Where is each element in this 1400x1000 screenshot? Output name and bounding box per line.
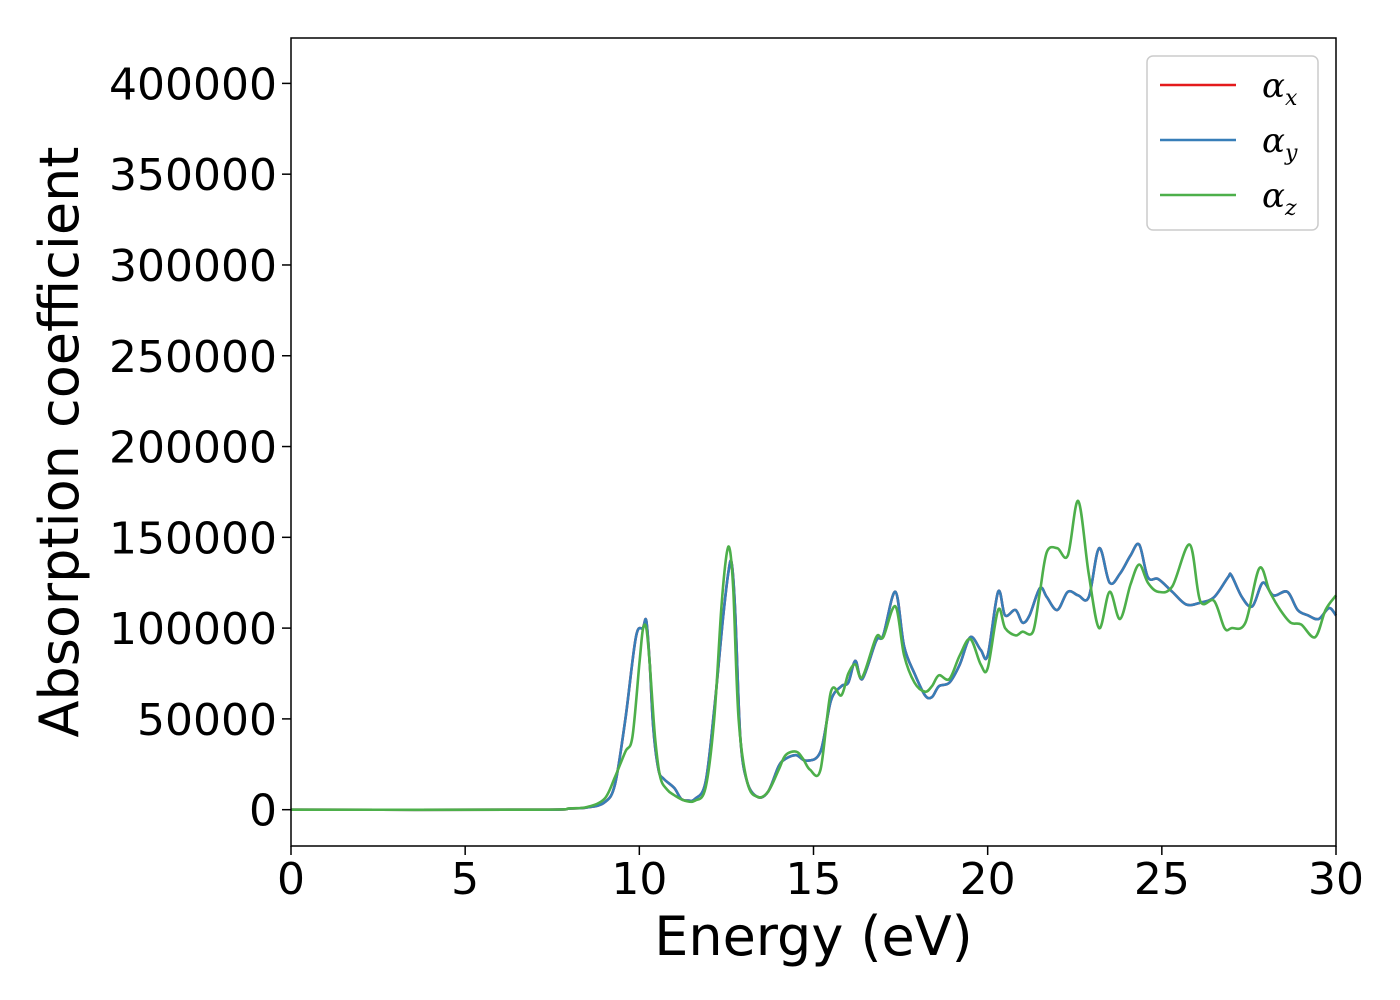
x-tick-label: 10 (611, 854, 667, 905)
y-tick-label: 100000 (109, 604, 277, 655)
y-tick-label: 150000 (109, 513, 277, 564)
plot-lines (290, 499, 1338, 812)
y-axis-title: Absorption coefficient (28, 147, 91, 738)
x-tick-label: 0 (277, 854, 305, 905)
x-tick-label: 30 (1308, 854, 1364, 905)
x-axis-title: Energy (eV) (654, 905, 973, 968)
y-tick-label: 400000 (109, 59, 277, 110)
series-line-y (290, 542, 1338, 812)
y-tick-label: 200000 (109, 423, 277, 474)
series-line-z (290, 499, 1338, 812)
x-tick-label: 5 (451, 854, 479, 905)
x-tick-label: 15 (786, 854, 842, 905)
x-tick-label: 25 (1134, 854, 1190, 905)
x-axis-ticks: 0 5 10 15 20 25 30 (277, 846, 1364, 905)
y-tick-label: 0 (249, 786, 277, 837)
y-tick-label: 250000 (109, 332, 277, 383)
legend-box (1146, 55, 1319, 231)
y-tick-label: 50000 (137, 695, 277, 746)
y-tick-label: 350000 (109, 150, 277, 201)
y-axis-ticks: 0 50000 100000 150000 200000 250000 300000 3500… (109, 59, 291, 837)
x-tick-label: 20 (960, 854, 1016, 905)
series-line-x (290, 542, 1338, 812)
y-tick-label: 300000 (109, 241, 277, 292)
